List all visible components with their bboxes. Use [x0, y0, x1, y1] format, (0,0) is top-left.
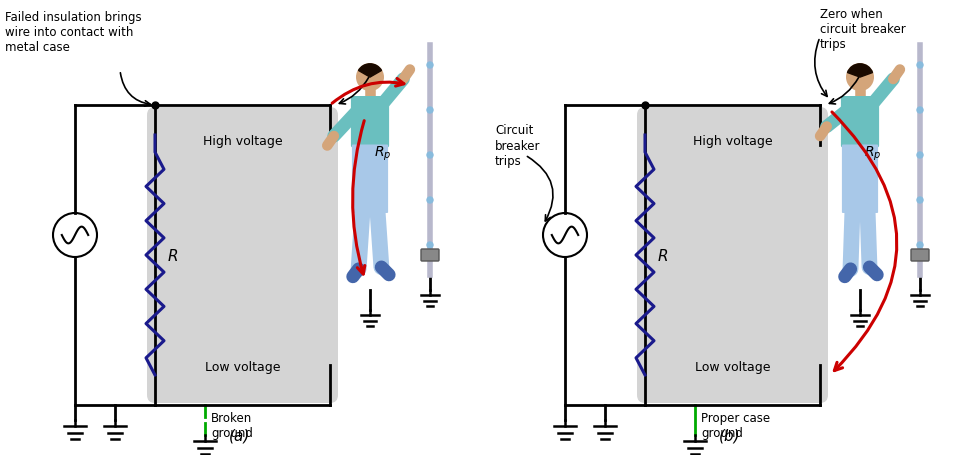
Text: Failed insulation brings
wire into contact with
metal case: Failed insulation brings wire into conta… [5, 11, 141, 54]
Circle shape [427, 243, 433, 248]
Text: (b): (b) [719, 428, 741, 443]
Text: High voltage: High voltage [203, 134, 282, 147]
Text: $R$: $R$ [657, 248, 668, 263]
Text: Zero when
circuit breaker
trips: Zero when circuit breaker trips [820, 8, 906, 51]
Text: $R_p$: $R_p$ [864, 144, 881, 162]
FancyBboxPatch shape [637, 108, 828, 403]
Circle shape [427, 153, 433, 159]
Circle shape [427, 63, 433, 69]
Circle shape [427, 197, 433, 203]
Circle shape [917, 153, 923, 159]
Circle shape [917, 108, 923, 114]
Text: (a): (a) [229, 428, 250, 443]
FancyBboxPatch shape [351, 97, 389, 148]
FancyBboxPatch shape [911, 249, 929, 262]
Text: Proper case
ground: Proper case ground [701, 411, 770, 439]
Text: Low voltage: Low voltage [694, 361, 771, 374]
Text: $R_p$: $R_p$ [374, 144, 392, 162]
Text: High voltage: High voltage [692, 134, 773, 147]
Text: Circuit
breaker
trips: Circuit breaker trips [495, 124, 541, 167]
Wedge shape [847, 65, 872, 78]
Circle shape [357, 65, 383, 91]
Circle shape [917, 63, 923, 69]
Circle shape [847, 65, 873, 91]
Wedge shape [359, 65, 382, 78]
Text: Low voltage: Low voltage [205, 361, 280, 374]
Circle shape [917, 197, 923, 203]
Text: Broken
ground: Broken ground [211, 411, 253, 439]
Circle shape [917, 243, 923, 248]
FancyBboxPatch shape [841, 97, 879, 148]
FancyBboxPatch shape [842, 145, 878, 213]
FancyBboxPatch shape [352, 145, 388, 213]
FancyBboxPatch shape [147, 108, 338, 403]
FancyBboxPatch shape [421, 249, 439, 262]
Circle shape [427, 108, 433, 114]
Text: $R$: $R$ [167, 248, 178, 263]
